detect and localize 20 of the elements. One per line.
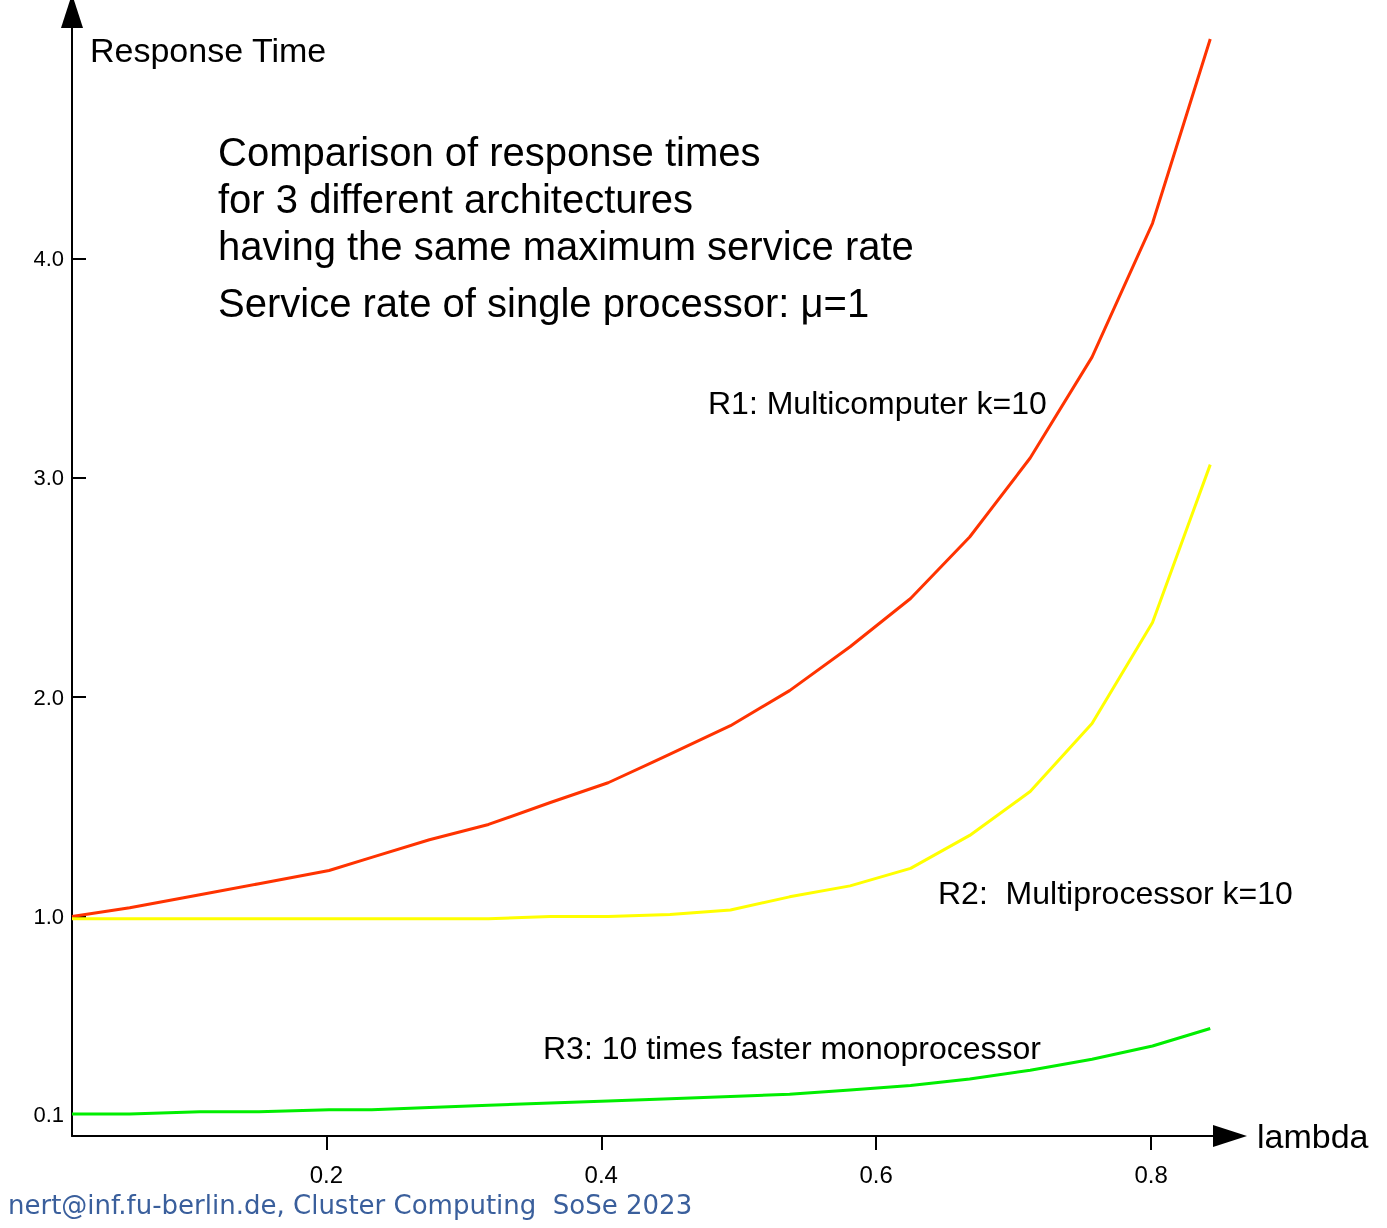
y-tick-label: 1.0 [33,904,64,930]
x-tick-label: 0.6 [859,1160,893,1188]
annotation: R3: 10 times faster monoprocessor [543,1030,1042,1066]
annotation: R1: Multicomputer k=10 [708,385,1047,421]
y-tick-label: 4.0 [33,245,64,271]
x-tick-label: 0.2 [309,1160,344,1188]
text: nert@inf.fu-berlin.de, Cluster Computing SoSe 2023 [8,1190,693,1220]
y-axis-title: Response Time [90,31,327,69]
x-tick-label: 0.8 [1134,1160,1168,1188]
annotation: R2: Multiprocessor k=10 [938,875,1293,911]
line-series [70,463,1212,921]
line-series [70,1026,1212,1116]
y-tick-label: 0.1 [33,1101,64,1127]
text: Service rate of single processor: μ=1 [218,281,870,325]
x-axis-title: lambda [1257,1117,1369,1155]
y-tick-label: 2.0 [33,684,64,710]
y-tick-label: 3.0 [33,465,64,491]
text: Comparison of response times for 3 different architectures having the same maximum service rate [218,129,914,268]
x-tick-label: 0.4 [584,1160,618,1188]
line-series [70,37,1212,919]
